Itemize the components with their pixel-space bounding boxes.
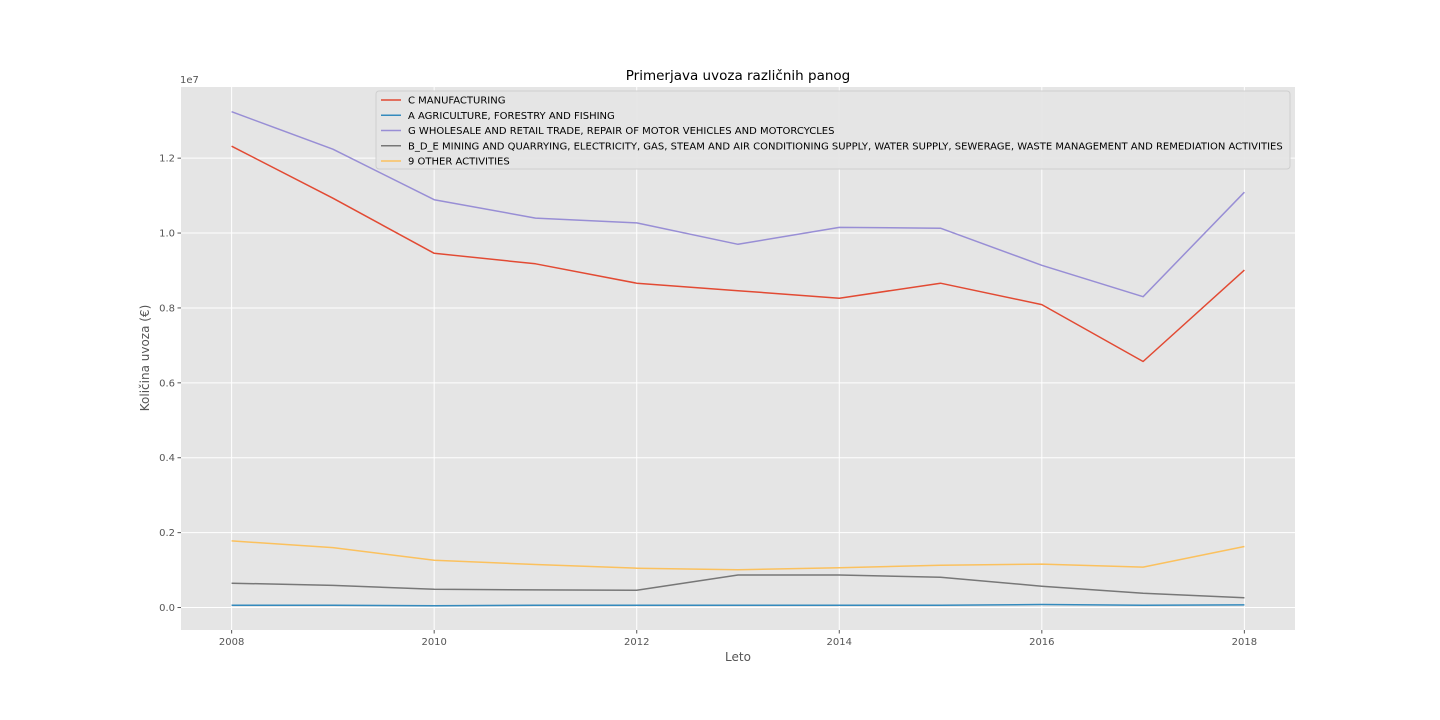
- x-tick-label: 2010: [421, 637, 446, 648]
- series-line-0: [231, 145, 1245, 363]
- x-axis: 2008 2010 2012 2014 2016 2018: [219, 630, 1257, 648]
- series-line-2: [231, 110, 1245, 298]
- plot-background: [181, 87, 1295, 630]
- y-axis-label: Količina uvoza (€): [138, 305, 152, 412]
- grid-lines: [181, 87, 1295, 630]
- legend-label-2: G WHOLESALE AND RETAIL TRADE, REPAIR OF …: [408, 126, 834, 137]
- x-tick-label: 2008: [219, 637, 244, 648]
- legend-label-1: A AGRICULTURE, FORESTRY AND FISHING: [408, 111, 615, 122]
- x-tick-label: 2014: [827, 637, 852, 648]
- y-tick-label: 0.4: [159, 453, 175, 464]
- legend-label-0: C MANUFACTURING: [408, 96, 505, 107]
- legend-label-4: 9 OTHER ACTIVITIES: [408, 157, 510, 168]
- x-axis-label: Leto: [725, 650, 751, 664]
- legend: C MANUFACTURING A AGRICULTURE, FORESTRY A…: [375, 90, 1291, 170]
- legend-box: [375, 90, 1291, 170]
- series-line-3: [231, 574, 1245, 599]
- y-tick-label: 1.0: [159, 229, 175, 240]
- y-tick-label: 0.6: [159, 378, 175, 389]
- y-offset-label: 1e7: [180, 75, 199, 86]
- y-tick-label: 0.0: [159, 603, 175, 614]
- x-tick-label: 2012: [624, 637, 649, 648]
- chart-title: Primerjava uvoza različnih panog: [626, 68, 850, 84]
- series-lines: [231, 110, 1245, 607]
- legend-label-3: B_D_E MINING AND QUARRYING, ELECTRICITY,…: [408, 141, 1283, 152]
- series-line-1: [231, 603, 1245, 607]
- y-tick-label: 0.8: [159, 303, 175, 314]
- y-axis: 0.0 0.2 0.4 0.6 0.8 1.0 1.2: [159, 154, 181, 614]
- series-line-4: [231, 540, 1245, 571]
- x-tick-label: 2018: [1232, 637, 1257, 648]
- x-tick-label: 2016: [1029, 637, 1054, 648]
- y-tick-label: 0.2: [159, 528, 175, 539]
- y-tick-label: 1.2: [159, 154, 175, 165]
